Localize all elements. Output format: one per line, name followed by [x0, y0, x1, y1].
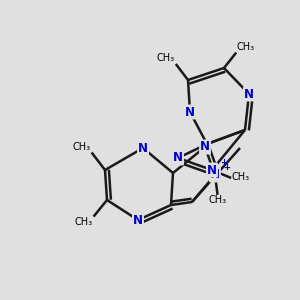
Text: +: + — [224, 163, 230, 172]
Text: CH₃: CH₃ — [208, 195, 226, 205]
Text: N: N — [173, 152, 183, 164]
Text: N: N — [210, 169, 220, 182]
Text: CH₃: CH₃ — [157, 53, 175, 64]
Text: N: N — [207, 164, 217, 176]
Text: CH₃: CH₃ — [237, 42, 255, 52]
Text: N: N — [185, 106, 195, 118]
Text: +: + — [220, 158, 227, 166]
Text: N: N — [200, 140, 210, 154]
Text: N: N — [138, 142, 148, 154]
Text: CH₃: CH₃ — [75, 217, 93, 227]
Text: CH₃: CH₃ — [73, 142, 91, 152]
Text: N: N — [244, 88, 254, 100]
Text: CH₃: CH₃ — [232, 172, 250, 182]
Text: N: N — [133, 214, 143, 226]
